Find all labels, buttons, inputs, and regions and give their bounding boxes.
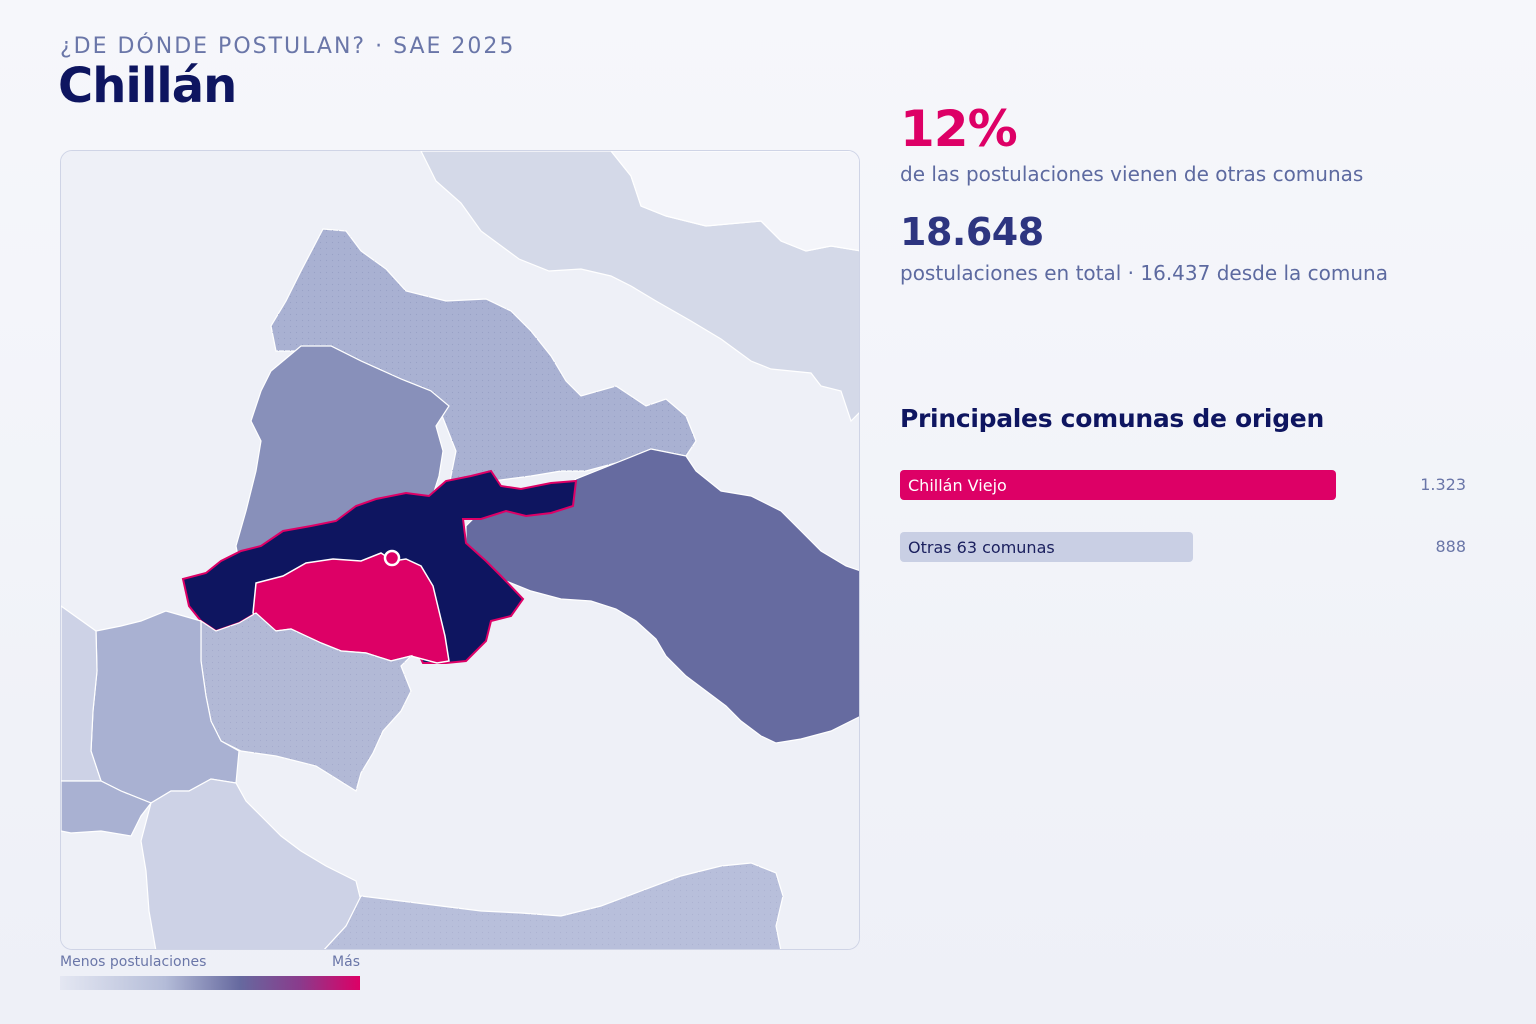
total-applications-caption: postulaciones en total · 16.437 desde la… bbox=[900, 261, 1388, 285]
origin-bar: Otras 63 comunas bbox=[900, 532, 1193, 562]
origin-value: 888 bbox=[1435, 537, 1466, 556]
origins-title: Principales comunas de origen bbox=[900, 404, 1324, 433]
external-percent: 12% bbox=[900, 100, 1018, 158]
page-title: Chillán bbox=[58, 58, 237, 114]
choropleth-map[interactable] bbox=[60, 150, 860, 950]
region-northeast-edge[interactable] bbox=[610, 151, 860, 252]
region-southeast-texture bbox=[324, 863, 783, 949]
region-southwest-texture bbox=[201, 613, 411, 791]
origin-bar: Chillán Viejo bbox=[900, 470, 1336, 500]
comuna-location-marker[interactable] bbox=[383, 549, 401, 567]
legend-color-ramp bbox=[60, 976, 360, 990]
origin-row[interactable]: Chillán Viejo 1.323 bbox=[900, 470, 1466, 500]
map-legend-labels: Menos postulaciones Más bbox=[60, 954, 360, 970]
legend-low-label: Menos postulaciones bbox=[60, 954, 207, 970]
origin-label: Chillán Viejo bbox=[908, 475, 1007, 495]
total-applications: 18.648 bbox=[900, 210, 1044, 254]
origin-value: 1.323 bbox=[1420, 475, 1466, 494]
external-percent-caption: de las postulaciones vienen de otras com… bbox=[900, 162, 1364, 186]
region-south-coast[interactable] bbox=[61, 780, 152, 837]
region-north-texture bbox=[271, 229, 696, 486]
region-south[interactable] bbox=[140, 778, 362, 950]
origin-row[interactable]: Otras 63 comunas 888 bbox=[900, 532, 1466, 562]
map-svg bbox=[61, 151, 860, 950]
map-eyebrow: ¿DE DÓNDE POSTULAN? · SAE 2025 bbox=[60, 34, 516, 59]
origin-label: Otras 63 comunas bbox=[908, 537, 1055, 557]
legend-high-label: Más bbox=[332, 954, 360, 970]
